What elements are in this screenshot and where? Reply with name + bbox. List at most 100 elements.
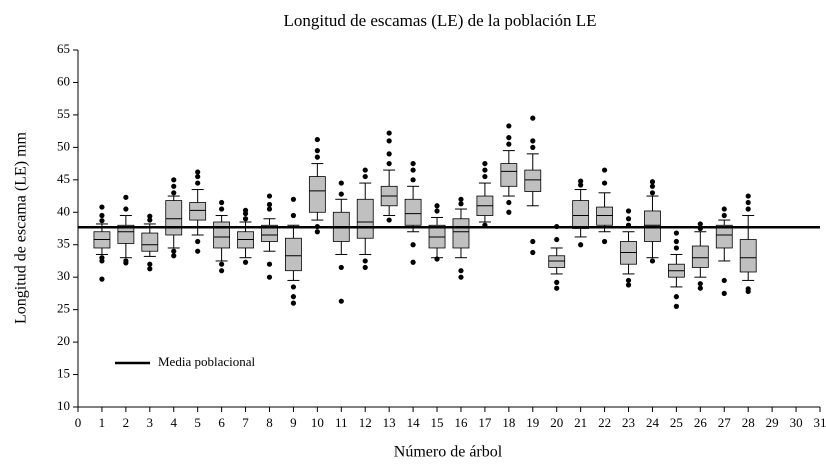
outlier bbox=[410, 167, 416, 173]
y-tick-label: 60 bbox=[57, 73, 70, 88]
outlier bbox=[147, 266, 153, 272]
outlier bbox=[482, 160, 488, 167]
outlier bbox=[697, 221, 703, 227]
outlier bbox=[147, 261, 153, 267]
outlier bbox=[458, 196, 464, 202]
x-tick-label: 2 bbox=[123, 415, 130, 430]
outlier bbox=[171, 190, 177, 196]
outlier bbox=[673, 230, 679, 236]
x-tick-label: 26 bbox=[694, 415, 708, 430]
outlier bbox=[745, 199, 751, 206]
box bbox=[141, 232, 159, 252]
box bbox=[213, 221, 231, 249]
outlier bbox=[386, 138, 392, 144]
x-tick-label: 31 bbox=[814, 415, 826, 430]
x-tick-label: 15 bbox=[431, 415, 444, 430]
outlier bbox=[314, 154, 320, 160]
x-tick-label: 10 bbox=[311, 415, 324, 430]
x-tick-label: 30 bbox=[790, 415, 803, 430]
x-tick-label: 6 bbox=[218, 415, 225, 430]
legend-label: Media poblacional bbox=[158, 354, 255, 369]
y-tick-label: 30 bbox=[57, 268, 70, 283]
outlier bbox=[578, 242, 584, 248]
x-tick-label: 19 bbox=[526, 415, 539, 430]
x-tick-label: 12 bbox=[359, 415, 372, 430]
outlier bbox=[123, 206, 129, 212]
box bbox=[715, 224, 733, 249]
outlier bbox=[290, 212, 297, 219]
outlier bbox=[290, 284, 297, 290]
outlier bbox=[697, 281, 703, 287]
outlier bbox=[266, 206, 273, 212]
outlier bbox=[434, 203, 440, 209]
outlier bbox=[171, 253, 177, 259]
outlier bbox=[290, 294, 297, 300]
outlier bbox=[601, 180, 608, 186]
outlier bbox=[242, 207, 249, 213]
box bbox=[165, 200, 183, 236]
x-tick-label: 0 bbox=[75, 415, 82, 430]
outlier bbox=[554, 285, 560, 291]
outlier bbox=[123, 194, 129, 200]
x-tick-label: 29 bbox=[766, 415, 779, 430]
box bbox=[308, 176, 326, 213]
outlier bbox=[386, 130, 392, 136]
y-tick-label: 10 bbox=[57, 398, 70, 413]
outlier bbox=[242, 216, 249, 222]
x-tick-label: 11 bbox=[335, 415, 348, 430]
outlier bbox=[219, 268, 225, 274]
y-axis-label: Longitud de escama (LE) mm bbox=[13, 131, 30, 323]
outlier bbox=[219, 206, 225, 212]
outlier bbox=[625, 216, 632, 222]
x-tick-label: 1 bbox=[99, 415, 106, 430]
x-tick-label: 9 bbox=[290, 415, 297, 430]
outlier bbox=[266, 274, 273, 280]
outlier bbox=[673, 294, 679, 300]
box bbox=[404, 198, 422, 226]
outlier bbox=[506, 141, 512, 147]
outlier bbox=[649, 183, 656, 189]
outlier bbox=[171, 183, 177, 189]
outlier bbox=[338, 264, 344, 271]
outlier bbox=[314, 136, 320, 143]
outlier bbox=[625, 277, 632, 284]
box bbox=[739, 239, 757, 273]
outlier bbox=[99, 204, 105, 210]
outlier bbox=[697, 285, 703, 291]
outlier bbox=[99, 212, 105, 219]
outlier bbox=[530, 115, 536, 121]
outlier bbox=[458, 268, 464, 274]
outlier bbox=[458, 274, 464, 280]
outlier bbox=[290, 196, 297, 202]
outlier bbox=[649, 190, 656, 196]
outlier bbox=[506, 123, 512, 129]
x-tick-label: 25 bbox=[670, 415, 683, 430]
outlier bbox=[410, 160, 416, 167]
x-tick-label: 18 bbox=[502, 415, 515, 430]
outlier bbox=[195, 180, 201, 186]
y-tick-label: 25 bbox=[57, 301, 70, 316]
x-tick-label: 23 bbox=[622, 415, 635, 430]
x-tick-label: 4 bbox=[170, 415, 177, 430]
outlier bbox=[506, 199, 512, 206]
outlier bbox=[458, 201, 464, 207]
y-tick-label: 50 bbox=[57, 138, 70, 153]
outlier bbox=[123, 258, 129, 264]
outlier bbox=[649, 179, 656, 185]
box bbox=[572, 200, 590, 229]
outlier bbox=[625, 282, 632, 288]
outlier bbox=[362, 167, 368, 173]
outlier bbox=[721, 212, 727, 219]
outlier bbox=[721, 277, 727, 284]
x-tick-label: 8 bbox=[266, 415, 273, 430]
outlier bbox=[410, 242, 416, 248]
box bbox=[189, 202, 207, 221]
outlier bbox=[242, 259, 249, 265]
outlier bbox=[578, 182, 584, 188]
outlier bbox=[195, 248, 201, 254]
outlier bbox=[338, 298, 344, 304]
outlier bbox=[410, 177, 416, 183]
outlier bbox=[338, 180, 344, 186]
outlier bbox=[721, 290, 727, 297]
outlier bbox=[578, 178, 584, 184]
